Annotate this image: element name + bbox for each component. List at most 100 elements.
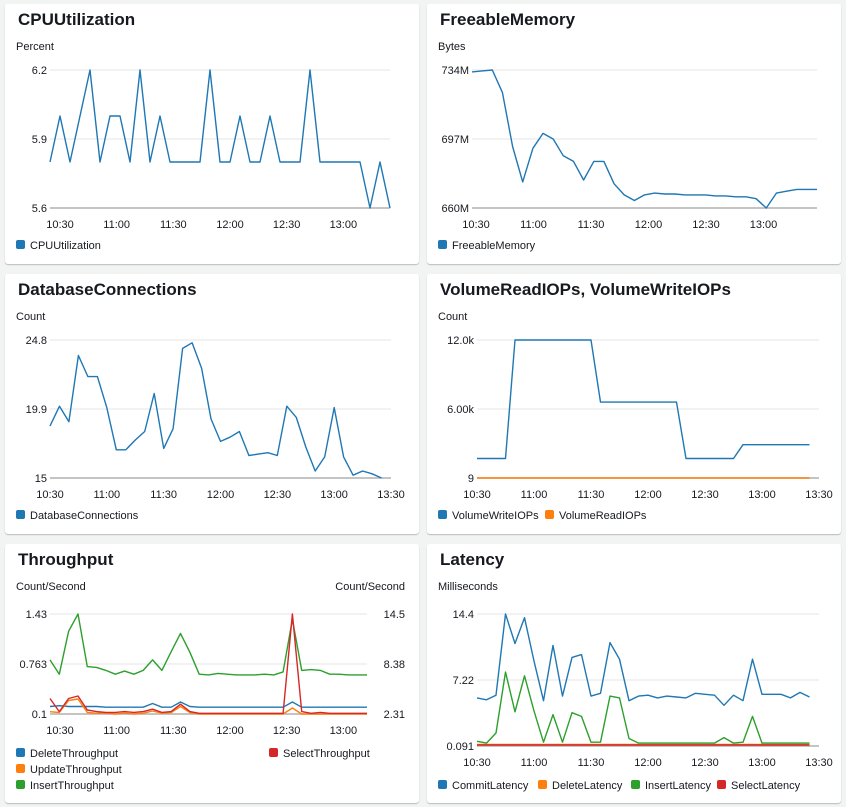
freeable-memory-panel: FreeableMemory Bytes 734M 697M 660M 10:30 11:…: [427, 4, 841, 264]
y-tick-label: 734M: [441, 65, 469, 77]
x-tick-label: 12:30: [264, 489, 292, 501]
y-tick-label: 6.00k: [447, 404, 474, 416]
throughput-panel: Throughput Count/Second Count/Second 1.43 0…: [5, 544, 419, 803]
legend-label: SelectThroughput: [283, 748, 370, 760]
y-axis-unit: Count/Second: [16, 581, 86, 593]
panel-title: VolumeReadIOPs, VolumeWriteIOPs: [440, 280, 731, 299]
y-tick-label: 7.22: [453, 675, 474, 687]
throughput-chart: Count/Second Count/Second 1.43 0.763 0.1 14.5…: [16, 581, 405, 792]
y-tick-label: 14.4: [453, 609, 474, 621]
y2-tick-label: 2.31: [384, 709, 405, 721]
panel-title: CPUUtilization: [18, 10, 136, 29]
legend-swatch: [16, 240, 25, 249]
legend-label: VolumeWriteIOPs: [452, 510, 539, 522]
legend-label: FreeableMemory: [452, 240, 536, 252]
x-tick-label: 11:00: [93, 489, 120, 501]
series-line-freeablememory: [471, 69, 817, 209]
x-tick-label: 13:00: [330, 725, 358, 737]
y-tick-label: 1.43: [26, 609, 47, 621]
legend-swatch: [16, 748, 25, 757]
volume-iops-chart: Count 12.0k 6.00k 9 10:30 11:00 11:30 12:00 12:3…: [438, 311, 833, 522]
legend-label: CommitLatency: [452, 780, 529, 792]
x-tick-label: 11:00: [103, 219, 130, 231]
x-tick-label: 10:30: [46, 725, 74, 737]
series-line-insertthroughput: [49, 613, 367, 676]
database-connections-panel: DatabaseConnections Count 24.8 19.9 15 10:30…: [5, 274, 419, 534]
x-tick-label: 11:30: [578, 489, 605, 501]
series-line-cpuutilization: [49, 69, 391, 209]
x-tick-label: 12:30: [691, 757, 719, 769]
volume-iops-panel: VolumeReadIOPs, VolumeWriteIOPs Count 12.…: [427, 274, 841, 534]
legend-label: DatabaseConnections: [30, 510, 139, 522]
y-tick-label: 12.0k: [447, 335, 474, 347]
x-tick-label: 11:00: [521, 489, 548, 501]
legend-label: CPUUtilization: [30, 240, 101, 252]
series-line-commitlatency: [476, 613, 810, 707]
x-tick-label: 12:00: [216, 219, 244, 231]
legend-swatch: [16, 780, 25, 789]
series-line-insertlatency: [476, 671, 810, 744]
legend-swatch: [538, 780, 547, 789]
x-tick-label: 12:00: [635, 219, 663, 231]
series-line-selectthroughput: [49, 613, 367, 715]
x-tick-label: 13:30: [377, 489, 405, 501]
y2-axis-unit: Count/Second: [335, 581, 405, 593]
series-line-deletethroughput: [49, 701, 367, 708]
x-tick-label: 13:00: [320, 489, 348, 501]
y2-tick-label: 8.38: [384, 659, 405, 671]
panel-title: DatabaseConnections: [18, 280, 197, 299]
x-tick-label: 10:30: [463, 757, 491, 769]
legend-swatch: [545, 510, 554, 519]
x-tick-label: 11:30: [160, 219, 187, 231]
x-tick-label: 10:30: [46, 219, 74, 231]
y-axis-unit: Percent: [16, 41, 54, 53]
x-tick-label: 10:30: [463, 489, 491, 501]
legend-swatch: [438, 240, 447, 249]
x-tick-label: 12:30: [273, 219, 301, 231]
y-tick-label: 660M: [441, 203, 469, 215]
x-tick-label: 11:30: [578, 757, 605, 769]
legend-swatch: [16, 764, 25, 773]
x-tick-label: 11:00: [103, 725, 130, 737]
legend-swatch: [438, 510, 447, 519]
x-tick-label: 10:30: [36, 489, 64, 501]
x-tick-label: 12:00: [634, 489, 662, 501]
cpu-utilization-chart: Percent 6.2 5.9 5.6 10:30 11:00 11:30 12:00 12:3…: [16, 41, 391, 252]
x-tick-label: 13:30: [805, 757, 833, 769]
y-tick-label: 0.763: [19, 659, 47, 671]
y-tick-label: 0.1: [32, 709, 47, 721]
x-tick-label: 13:00: [748, 489, 776, 501]
y-tick-label: 15: [35, 473, 47, 485]
x-tick-label: 13:00: [748, 757, 776, 769]
x-tick-label: 12:00: [207, 489, 235, 501]
y-tick-label: 697M: [441, 134, 469, 146]
legend-swatch: [16, 510, 25, 519]
x-tick-label: 11:30: [160, 725, 187, 737]
y-tick-label: 6.2: [32, 65, 47, 77]
x-tick-label: 12:30: [691, 489, 719, 501]
x-tick-label: 13:30: [805, 489, 833, 501]
x-tick-label: 13:00: [750, 219, 778, 231]
series-line-databaseconnections: [49, 342, 382, 479]
latency-chart: Milliseconds 14.4 7.22 0.091 10:30 11:00 11:30…: [438, 581, 833, 792]
legend-label: VolumeReadIOPs: [559, 510, 647, 522]
legend-label: SelectLatency: [731, 780, 801, 792]
panel-title: FreeableMemory: [440, 10, 576, 29]
x-tick-label: 12:30: [273, 725, 301, 737]
freeable-memory-chart: Bytes 734M 697M 660M 10:30 11:00 11:30 12:00 12:…: [438, 41, 817, 252]
x-tick-label: 10:30: [462, 219, 490, 231]
legend-label: InsertThroughput: [30, 780, 114, 792]
y-tick-label: 0.091: [446, 741, 474, 753]
x-tick-label: 11:00: [521, 757, 548, 769]
x-tick-label: 12:00: [634, 757, 662, 769]
y2-tick-label: 14.5: [384, 609, 405, 621]
x-tick-label: 12:00: [216, 725, 244, 737]
legend-label: UpdateThroughput: [30, 764, 122, 776]
legend-swatch: [717, 780, 726, 789]
legend-label: DeleteThroughput: [30, 748, 118, 760]
x-tick-label: 11:30: [578, 219, 605, 231]
latency-panel: Latency Milliseconds 14.4 7.22 0.091 10:30 11…: [427, 544, 841, 803]
y-tick-label: 5.6: [32, 203, 47, 215]
cpu-utilization-panel: CPUUtilization Percent 6.2 5.9 5.6 10:30 11:0…: [5, 4, 419, 264]
x-tick-label: 13:00: [330, 219, 358, 231]
